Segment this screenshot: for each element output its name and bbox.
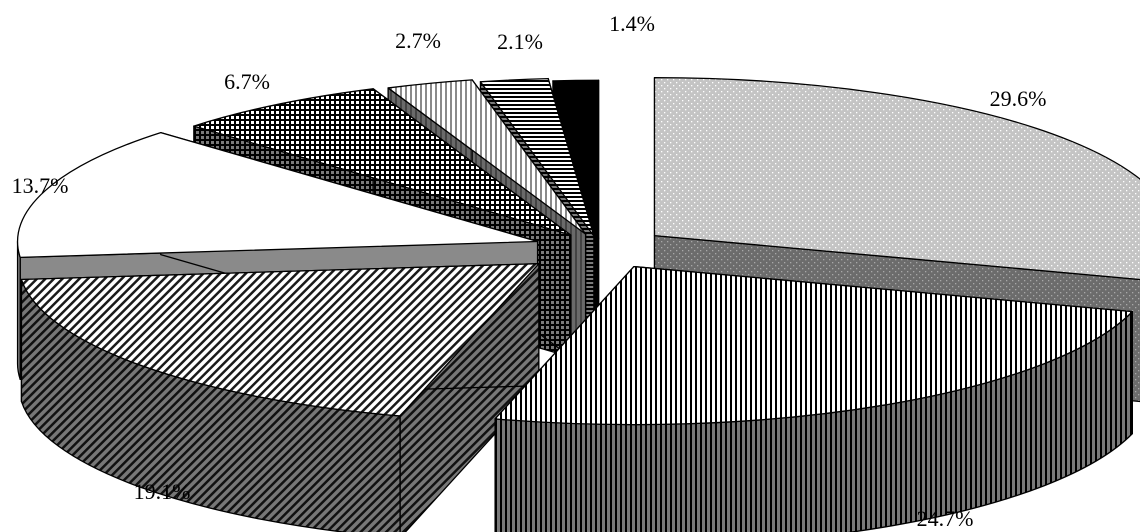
slice-label-1-4-pct: 1.4%: [609, 11, 655, 36]
slice-label-6-7-pct: 6.7%: [224, 69, 270, 94]
pie-slice-24-7-pct: [494, 265, 1133, 532]
slice-label-2-1-pct: 2.1%: [497, 29, 543, 54]
slice-label-24-7-pct: 24.7%: [917, 506, 974, 531]
pie-slices: [16, 77, 1140, 532]
pie-slice-19-1-pct: [20, 263, 540, 532]
slice-label-29-6-pct: 29.6%: [990, 86, 1047, 111]
slice-label-2-7-pct: 2.7%: [395, 28, 441, 53]
slice-label-19-1-pct: 19.1%: [134, 479, 191, 504]
pie-labels: 29.6% 24.7% 19.1% 13.7% 6.7% 2.7% 2.1% 1.4%: [12, 11, 1047, 531]
slice-label-13-7-pct: 13.7%: [12, 173, 69, 198]
